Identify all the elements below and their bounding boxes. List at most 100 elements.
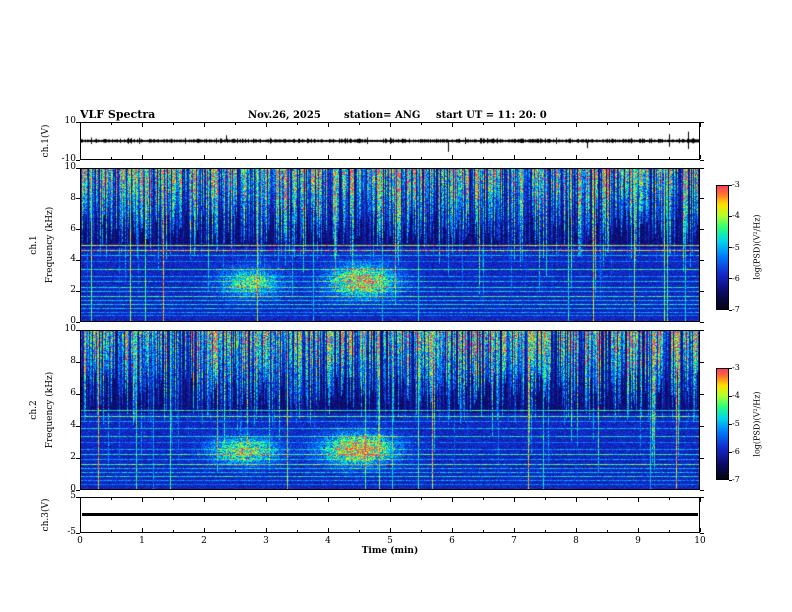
x-tick-mark (452, 123, 453, 127)
y-tick-mark (76, 121, 80, 123)
x-tick-label: 7 (511, 536, 517, 546)
x-tick-mark (700, 498, 701, 502)
y-tick-label: 4 (70, 254, 76, 265)
x-minor-tick-mark (111, 157, 112, 159)
ch1-voltage-waveform (81, 123, 699, 159)
x-tick-mark (80, 498, 81, 502)
y-tick-mark (76, 489, 80, 491)
x-minor-tick-mark (359, 157, 360, 159)
x-minor-tick-mark (359, 530, 360, 532)
x-tick-label: 8 (573, 536, 579, 546)
colorbar-tick-mark (729, 247, 732, 248)
y-tick-mark (76, 159, 80, 161)
x-minor-tick-mark (607, 123, 608, 125)
y-tick-label: 8 (70, 356, 76, 366)
x-minor-tick-mark (359, 498, 360, 500)
x-minor-tick-mark (607, 498, 608, 500)
x-tick-mark (80, 528, 81, 532)
x-tick-mark (638, 498, 639, 502)
y-tick-mark (76, 329, 80, 331)
x-minor-tick-mark (111, 498, 112, 500)
x-minor-tick-mark (297, 123, 298, 125)
y-tick-mark (700, 489, 704, 491)
x-tick-mark (514, 528, 515, 532)
y-tick-mark (700, 259, 704, 261)
x-tick-mark (328, 123, 329, 127)
y-tick-label: 2 (70, 452, 76, 462)
ch2-spectrogram-channel-label: ch.2 (29, 400, 39, 420)
x-minor-tick-mark (483, 123, 484, 125)
y-tick-label: 10 (64, 116, 76, 126)
x-minor-tick-mark (235, 123, 236, 125)
colorbar-tick-mark (729, 395, 732, 397)
x-minor-tick-mark (235, 157, 236, 159)
x-tick-mark (204, 528, 205, 532)
x-tick-mark (80, 155, 81, 159)
colorbar-tick-label: -5 (732, 419, 740, 428)
colorbar-tick-mark (729, 184, 732, 186)
colorbar-tick-mark (729, 423, 732, 425)
ch2-spectrogram-panel (80, 330, 700, 490)
x-tick-mark (638, 123, 639, 127)
x-minor-tick-mark (173, 123, 174, 125)
x-tick-label: 3 (263, 536, 269, 546)
x-minor-tick-mark (111, 123, 112, 125)
x-tick-mark (514, 498, 515, 502)
x-minor-tick-mark (421, 530, 422, 532)
x-tick-mark (576, 155, 577, 159)
x-tick-mark (390, 123, 391, 127)
x-tick-label: 6 (449, 536, 455, 546)
x-tick-mark (266, 498, 267, 502)
x-minor-tick-mark (669, 123, 670, 125)
x-minor-tick-mark (545, 498, 546, 500)
y-tick-mark (700, 457, 704, 459)
x-tick-mark (204, 123, 205, 127)
y-tick-mark (700, 329, 704, 331)
x-tick-mark (576, 528, 577, 532)
x-minor-tick-mark (235, 530, 236, 532)
x-minor-tick-mark (483, 157, 484, 159)
y-tick-mark (76, 496, 80, 498)
x-minor-tick-mark (421, 498, 422, 500)
ch1-spectrogram-channel-label: ch.1 (29, 235, 39, 255)
y-tick-mark (76, 361, 80, 363)
ch1-spectrogram-panel (80, 168, 700, 322)
y-tick-label: 10 (64, 324, 76, 334)
x-tick-mark (700, 155, 701, 159)
x-tick-mark (266, 155, 267, 159)
y-tick-mark (700, 198, 704, 200)
colorbar-tick-label: -6 (732, 447, 740, 456)
ch2-spectrogram-frequency-axis-label: Frequency (kHz) (45, 371, 55, 449)
y-tick-mark (76, 425, 80, 427)
x-tick-mark (142, 155, 143, 159)
colorbar-tick-mark (729, 309, 732, 311)
x-minor-tick-mark (297, 157, 298, 159)
y-tick-mark (76, 167, 80, 169)
colorbar-tick-mark (729, 451, 732, 453)
y-tick-mark (700, 425, 704, 427)
y-tick-mark (700, 321, 704, 323)
x-tick-label: 9 (635, 536, 641, 546)
x-tick-mark (514, 123, 515, 127)
y-tick-mark (76, 290, 80, 292)
x-minor-tick-mark (173, 157, 174, 159)
x-tick-label: 0 (77, 536, 83, 546)
x-minor-tick-mark (111, 530, 112, 532)
x-tick-label: 10 (694, 536, 706, 546)
ch1-colorbar-label: log(PSD)(V²/Hz) (752, 214, 762, 280)
x-tick-mark (80, 123, 81, 127)
ch1-voltage-panel (80, 122, 700, 160)
y-tick-label: 8 (70, 192, 76, 203)
y-tick-label: 0 (70, 316, 76, 326)
colorbar-tick-label: -3 (732, 180, 740, 189)
x-tick-label: 4 (325, 536, 331, 546)
y-tick-mark (700, 290, 704, 292)
y-tick-mark (76, 229, 80, 231)
y-tick-label: -10 (61, 154, 77, 164)
x-tick-mark (390, 498, 391, 502)
y-tick-mark (76, 457, 80, 459)
x-minor-tick-mark (669, 157, 670, 159)
x-tick-mark (390, 528, 391, 532)
x-tick-label: 5 (387, 536, 393, 546)
y-tick-mark (76, 259, 80, 261)
